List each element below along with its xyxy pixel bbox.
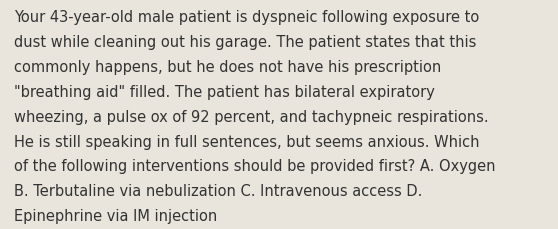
Text: dust while cleaning out his garage. The patient states that this: dust while cleaning out his garage. The … xyxy=(14,35,477,50)
Text: of the following interventions should be provided first? A. Oxygen: of the following interventions should be… xyxy=(14,159,496,174)
Text: commonly happens, but he does not have his prescription: commonly happens, but he does not have h… xyxy=(14,60,441,75)
Text: wheezing, a pulse ox of 92 percent, and tachypneic respirations.: wheezing, a pulse ox of 92 percent, and … xyxy=(14,109,489,124)
Text: Your 43-year-old male patient is dyspneic following exposure to: Your 43-year-old male patient is dyspnei… xyxy=(14,10,479,25)
Text: B. Terbutaline via nebulization C. Intravenous access D.: B. Terbutaline via nebulization C. Intra… xyxy=(14,183,422,198)
Text: "breathing aid" filled. The patient has bilateral expiratory: "breathing aid" filled. The patient has … xyxy=(14,85,435,99)
Text: He is still speaking in full sentences, but seems anxious. Which: He is still speaking in full sentences, … xyxy=(14,134,479,149)
Text: Epinephrine via IM injection: Epinephrine via IM injection xyxy=(14,208,217,223)
